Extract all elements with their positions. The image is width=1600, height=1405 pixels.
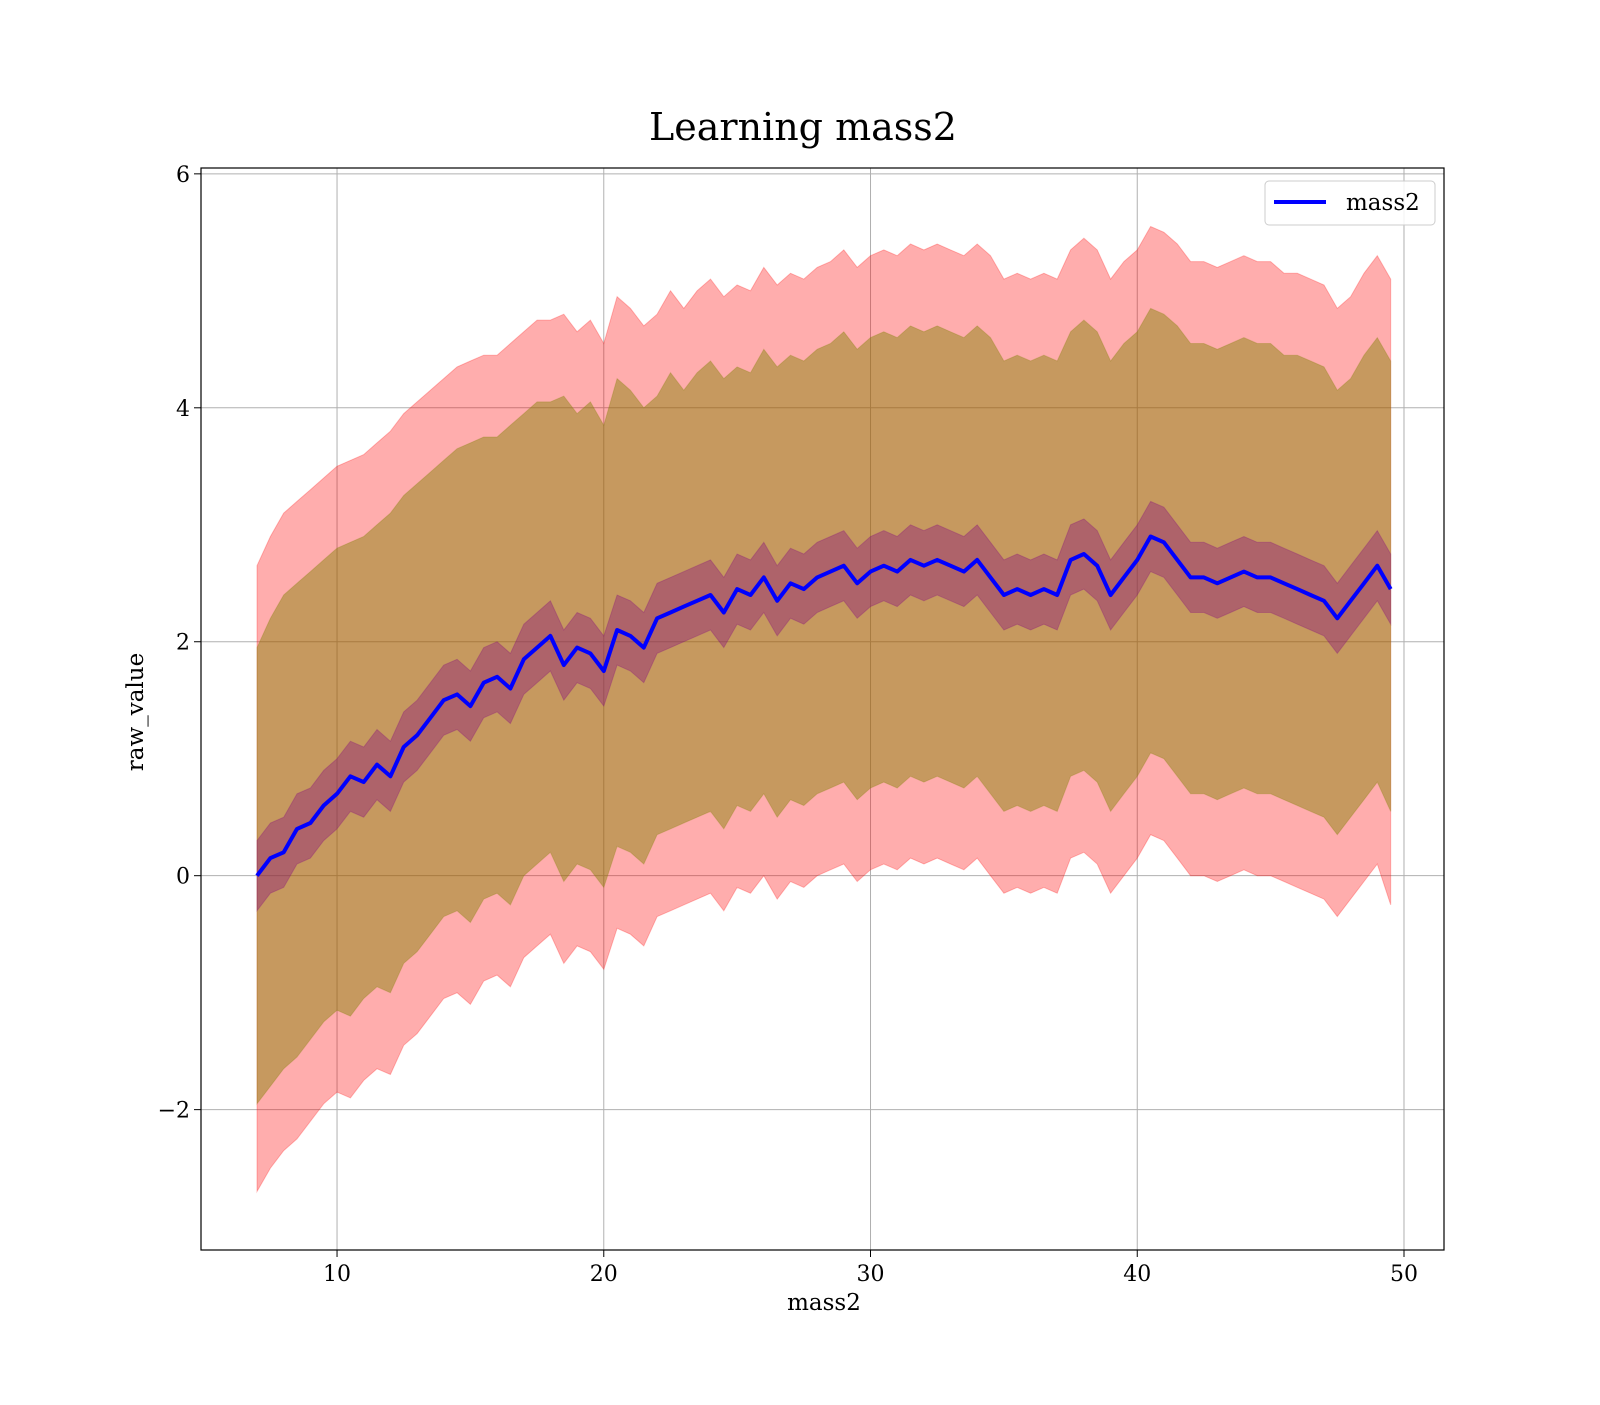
legend: mass2 bbox=[1264, 180, 1436, 226]
y-tick-label: 6 bbox=[176, 163, 190, 188]
legend-box bbox=[1264, 180, 1436, 226]
middle-band bbox=[256, 307, 1392, 1106]
y-axis-label: raw_value bbox=[123, 653, 149, 771]
plot-frame bbox=[200, 167, 1445, 1251]
y-tick-label: 0 bbox=[176, 865, 190, 890]
y-tick-label: 4 bbox=[176, 397, 190, 422]
axis-ticks: 10 20 30 40 50 −2 0 2 4 6 bbox=[158, 163, 1418, 1287]
x-tick-label: 50 bbox=[1390, 1262, 1418, 1287]
x-tick-label: 30 bbox=[857, 1262, 885, 1287]
x-tick-label: 40 bbox=[1123, 1262, 1151, 1287]
x-tick-label: 10 bbox=[323, 1262, 351, 1287]
y-tick-label: −2 bbox=[158, 1099, 190, 1124]
series-line-mass2 bbox=[255, 534, 1393, 877]
grid-lines bbox=[201, 168, 1444, 1250]
series-lines bbox=[255, 534, 1393, 877]
x-axis-label: mass2 bbox=[787, 1290, 861, 1316]
x-tick-label: 20 bbox=[590, 1262, 618, 1287]
chart-title: Learning mass2 bbox=[649, 105, 957, 149]
legend-label-mass2: mass2 bbox=[1346, 190, 1420, 216]
outer-band bbox=[256, 225, 1392, 1194]
y-tick-label: 2 bbox=[176, 631, 190, 656]
inner-band bbox=[256, 500, 1392, 913]
confidence-bands bbox=[256, 225, 1392, 1194]
